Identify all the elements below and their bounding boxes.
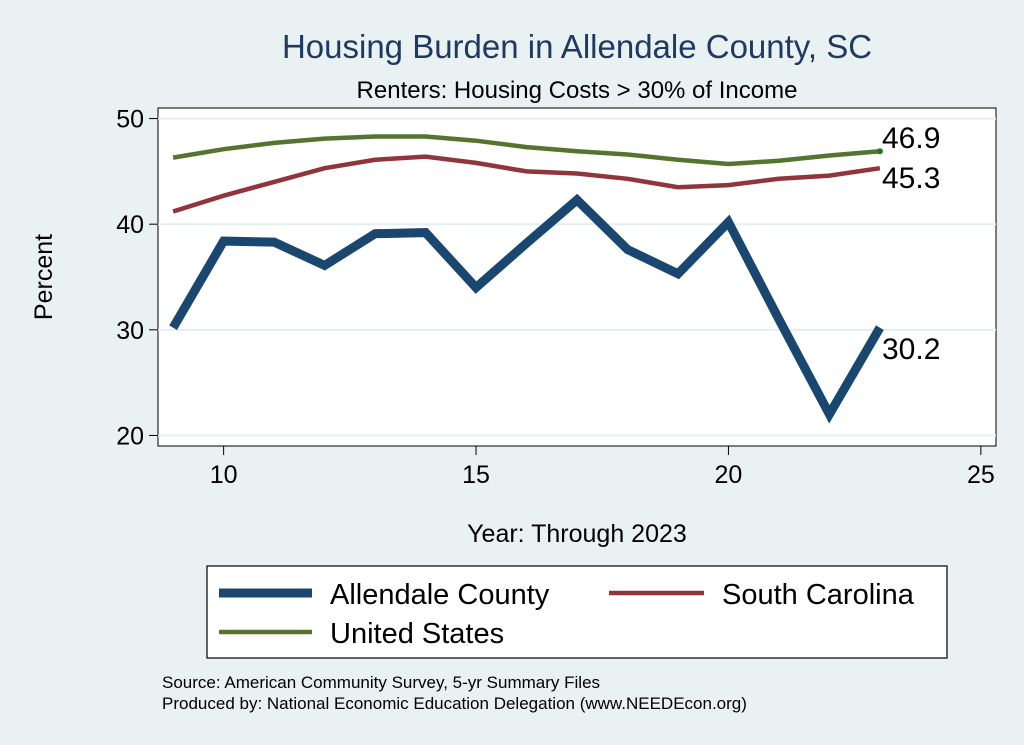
legend-box	[206, 565, 948, 659]
x-tick-label-15: 15	[462, 461, 490, 489]
end-label-allendale-county: 30.2	[882, 333, 940, 366]
end-labels: 30.2 45.3 46.9	[882, 122, 940, 366]
x-axis-title: Year: Through 2023	[467, 520, 687, 548]
legend-label-south-carolina: South Carolina	[722, 579, 915, 611]
series-group	[169, 134, 884, 424]
y-tick-label-50: 50	[116, 106, 144, 134]
source-note: Source: American Community Survey, 5-yr …	[162, 673, 600, 692]
end-label-south-carolina: 45.3	[882, 162, 940, 195]
x-tick-label-10: 10	[210, 461, 238, 489]
legend: Allendale County South Carolina United Sta…	[206, 565, 948, 659]
series-endpoint-united-states	[876, 148, 883, 155]
x-tick-label-20: 20	[715, 461, 743, 489]
series-line-south-carolina	[172, 154, 881, 214]
legend-label-united-states: United States	[330, 618, 504, 650]
y-tick-label-40: 40	[116, 211, 144, 239]
plot-area	[157, 107, 997, 447]
y-axis-title: Percent	[30, 234, 58, 320]
series-line-united-states	[172, 134, 881, 167]
chart-title: Housing Burden in Allendale County, SC	[282, 28, 872, 65]
y-tick-label-20: 20	[116, 422, 144, 450]
grid-lines	[158, 117, 996, 437]
legend-label-allendale-county: Allendale County	[330, 579, 550, 611]
axes: 20 30 40 50 10 15 20 25	[116, 106, 995, 489]
y-tick-label-30: 30	[116, 317, 144, 345]
x-tick-label-25: 25	[967, 461, 995, 489]
series-line-allendale-county	[169, 193, 884, 424]
end-label-united-states: 46.9	[882, 122, 940, 155]
chart-subtitle: Renters: Housing Costs > 30% of Income	[357, 77, 798, 104]
producer-note: Produced by: National Economic Education…	[162, 694, 747, 713]
